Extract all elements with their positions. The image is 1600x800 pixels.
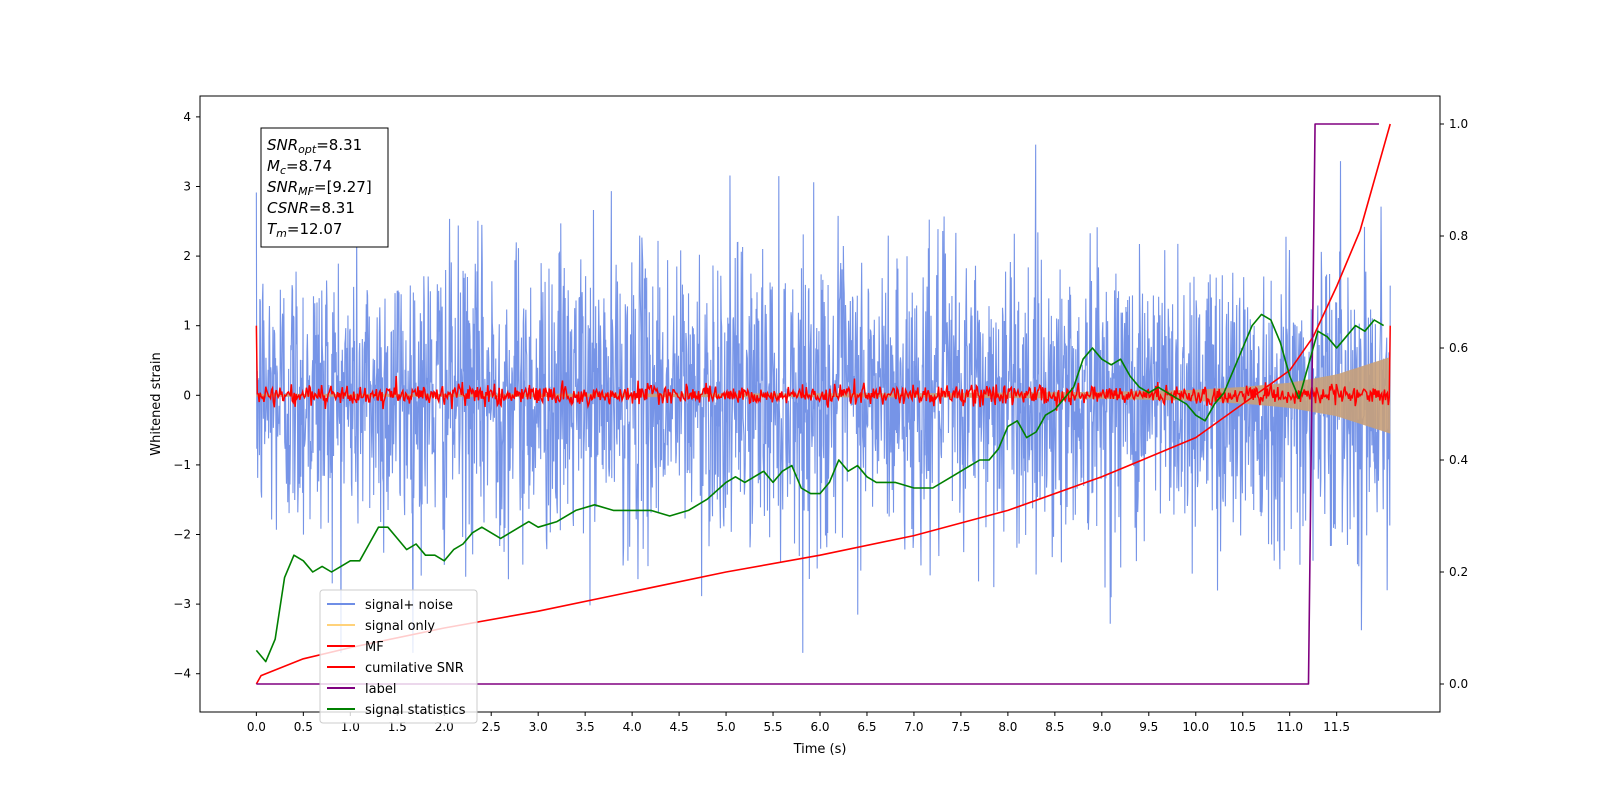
x-tick-label: 9.0 [1092, 720, 1111, 734]
legend-label: label [365, 682, 396, 697]
y2-tick-label: 0.2 [1449, 565, 1468, 579]
x-axis-label: Time (s) [793, 742, 847, 757]
x-tick-label: 3.0 [529, 720, 548, 734]
x-tick-label: 3.5 [576, 720, 595, 734]
series-mf [255, 325, 1391, 411]
axes: 0.0 0.5 1.0 1.5 2.0 2.5 3.0 3.5 4.0 4.5 5.0 5.5 6.0 6… [173, 110, 1468, 734]
legend-label: signal statistics [365, 703, 466, 718]
legend-label: MF [365, 640, 384, 655]
annotation-line: SNRMF=[9.27] [267, 178, 372, 198]
x-tick-label: 10.5 [1229, 720, 1256, 734]
x-tick-label: 6.0 [810, 720, 829, 734]
y-tick-label: 3 [183, 179, 191, 193]
x-tick-label: 5.5 [763, 720, 782, 734]
x-tick-label: 0.5 [294, 720, 313, 734]
annotation-line: SNRopt=8.31 [267, 136, 362, 156]
series-signal-statistics [255, 313, 1385, 663]
annotation-line: CSNR=8.31 [267, 199, 355, 217]
y-tick-label: 0 [183, 388, 191, 402]
legend-label: signal+ noise [365, 598, 453, 613]
x-tick-label: 5.0 [717, 720, 736, 734]
x-tick-label: 10.0 [1182, 720, 1209, 734]
x-tick-label: 4.5 [670, 720, 689, 734]
y2-tick-label: 0.8 [1449, 229, 1468, 243]
legend: signal+ noise signal only MF cumilative SNR… [319, 589, 478, 724]
y-tick-label: −2 [173, 528, 191, 542]
y-tick-label: 4 [183, 110, 191, 124]
legend-label: cumilative SNR [365, 661, 464, 676]
y-tick-label: 1 [183, 319, 191, 333]
y2-tick-label: 1.0 [1449, 117, 1468, 131]
series-signal-noise [255, 144, 1391, 653]
x-tick-label: 8.5 [1045, 720, 1064, 734]
x-tick-label: 4.0 [623, 720, 642, 734]
y-tick-label: −4 [173, 667, 191, 681]
x-tick-label: 2.5 [482, 720, 501, 734]
y2-tick-label: 0.4 [1449, 453, 1468, 467]
legend-label: signal only [365, 619, 435, 634]
x-tick-label: 8.0 [998, 720, 1017, 734]
legend-frame [319, 589, 478, 724]
y-axis-label: Whitened strain [149, 352, 164, 455]
y-tick-label: −3 [173, 597, 191, 611]
x-tick-label: 7.0 [904, 720, 923, 734]
series-label [256, 123, 1379, 685]
y-tick-label: −1 [173, 458, 191, 472]
x-tick-label: 6.5 [857, 720, 876, 734]
x-tick-label: 7.5 [951, 720, 970, 734]
annotation-frame [260, 127, 389, 248]
x-tick-label: 9.5 [1139, 720, 1158, 734]
x-tick-label: 11.5 [1323, 720, 1350, 734]
annotation-line: Mc=8.74 [267, 157, 332, 177]
annotation-line: Tm=12.07 [267, 220, 342, 240]
y-tick-label: 2 [183, 249, 191, 263]
x-tick-label: 11.0 [1276, 720, 1303, 734]
y2-tick-label: 0.6 [1449, 341, 1468, 355]
y2-tick-label: 0.0 [1449, 677, 1468, 691]
x-tick-label: 0.0 [247, 720, 266, 734]
